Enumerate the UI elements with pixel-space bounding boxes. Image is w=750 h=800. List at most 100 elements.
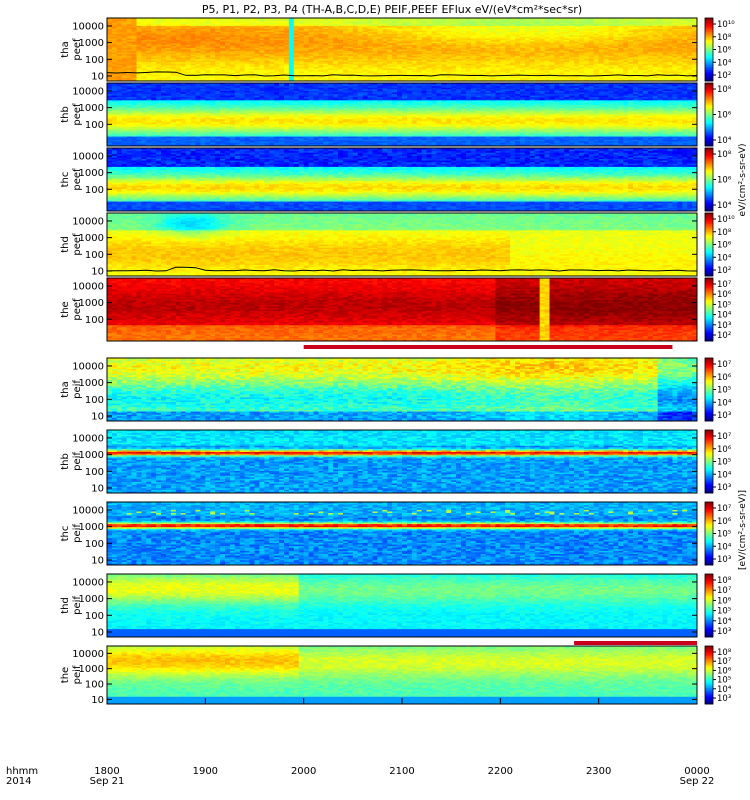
colorbar-tick-label: 10⁵ (717, 458, 731, 468)
y-tick-label: 100 (85, 395, 104, 406)
time-tick-date: Sep 21 (90, 776, 125, 787)
colorbar-tick-label: 10⁸ (717, 576, 732, 586)
colorbar-tick-label: 10⁷ (717, 280, 732, 290)
panel-label-quantity: peif (72, 524, 83, 543)
time-tick-label: 2300 (586, 766, 611, 777)
y-tick-label: 10 (91, 266, 104, 277)
colorbar-tick-label: 10³ (717, 321, 731, 331)
panel-label-probe: thd (60, 597, 71, 614)
y-tick-label: 10000 (72, 649, 104, 660)
colorbar-tick-label: 10⁸ (717, 85, 732, 95)
colorbar-tick-label: 10² (717, 331, 731, 341)
flag-bar (304, 345, 673, 349)
y-tick-label: 10000 (72, 361, 104, 372)
colorbar-tick-label: 10⁴ (717, 136, 732, 146)
colorbar-tick-label: 10⁴ (717, 617, 732, 627)
spectrogram-cells (107, 83, 697, 146)
colorbar-tick-label: 10⁶ (717, 241, 732, 251)
colorbar-tick-label: 10⁵ (717, 607, 731, 617)
spectrogram-cells (107, 646, 697, 704)
panel-label-quantity: peef (72, 168, 83, 191)
panel-label-probe: thb (60, 453, 71, 470)
y-tick-label: 100 (85, 55, 104, 66)
spectrogram-cells (107, 430, 697, 493)
panel-label-quantity: peif (72, 596, 83, 615)
y-tick-label: 10000 (72, 281, 104, 292)
colorbar-tick-label: 10⁸ (717, 228, 732, 238)
y-tick-label: 10000 (72, 151, 104, 162)
panel-label-probe: the (60, 301, 71, 317)
panel-label-quantity: peif (72, 665, 83, 684)
colorbar-tick-label: 10⁵ (717, 386, 731, 396)
colorbar-tick-label: 10³ (717, 627, 731, 637)
y-tick-label: 10 (91, 555, 104, 566)
panel-label-probe: thc (60, 526, 71, 542)
panel-label-probe: thb (60, 106, 71, 123)
panel-label-quantity: peef (72, 38, 83, 61)
colorbar-tick-label: 10³ (717, 555, 731, 565)
colorbar-tick-label: 10¹⁰ (717, 215, 735, 225)
colorbar-axis-label-ion: [eV/(cm²-s-sr-eV)] (738, 490, 748, 570)
colorbar-tick-label: 10⁶ (717, 176, 732, 186)
spectrogram-cells (107, 18, 697, 81)
y-tick-label: 100 (85, 611, 104, 622)
spectrogram-cells (107, 278, 697, 341)
colorbar-tick-label: 10⁷ (717, 657, 732, 667)
colorbar-tick-label: 10⁷ (717, 586, 732, 596)
spectrogram-cells (107, 358, 697, 421)
colorbar-tick-label: 10² (717, 71, 731, 81)
flag-bar (574, 641, 697, 645)
panel-label-quantity: peef (72, 233, 83, 256)
y-tick-label: 100 (85, 250, 104, 261)
colorbar-tick-label: 10⁵ (717, 530, 731, 540)
y-tick-label: 10000 (72, 505, 104, 516)
colorbar-tick-label: 10⁶ (717, 445, 732, 455)
colorbar-tick-label: 10⁷ (717, 504, 732, 514)
colorbar-tick-label: 10⁵ (717, 676, 731, 686)
y-tick-label: 10 (91, 627, 104, 638)
colorbar-tick-label: 10⁶ (717, 290, 732, 300)
y-tick-label: 100 (85, 539, 104, 550)
y-tick-label: 10000 (72, 86, 104, 97)
colorbar-tick-label: 10⁶ (717, 666, 732, 676)
colorbar-tick-label: 10³ (717, 483, 731, 493)
panel-label-probe: tha (60, 41, 71, 57)
colorbar-tick-label: 10⁴ (717, 470, 732, 480)
y-tick-label: 10 (91, 483, 104, 494)
time-tick-date: Sep 22 (680, 776, 715, 787)
colorbar-tick-label: 10⁶ (717, 373, 732, 383)
panel-label-quantity: peif (72, 452, 83, 471)
colorbar-tick-label: 10⁴ (717, 685, 732, 695)
colorbar-tick-label: 10⁶ (717, 46, 732, 56)
colorbar-tick-label: 10⁷ (717, 360, 732, 370)
colorbar-tick-label: 10⁵ (717, 300, 731, 310)
y-tick-label: 10000 (72, 433, 104, 444)
colorbar-tick-label: 10⁸ (717, 648, 732, 658)
y-tick-label: 10 (91, 71, 104, 82)
colorbar-tick-label: 10⁶ (717, 517, 732, 527)
y-tick-label: 100 (85, 315, 104, 326)
y-tick-label: 10 (91, 695, 104, 706)
colorbar-tick-label: 10⁷ (717, 432, 732, 442)
colorbar: 10⁴ 10⁶ 10⁸ (705, 83, 732, 146)
colorbar-tick-label: 10⁴ (717, 542, 732, 552)
y-tick-label: 10 (91, 411, 104, 422)
panel-label-quantity: peef (72, 103, 83, 126)
colorbar-tick-label: 10⁶ (717, 111, 732, 121)
colorbar-tick-label: 10² (717, 266, 731, 276)
panel-label-probe: thd (60, 236, 71, 253)
y-tick-label: 10000 (72, 216, 104, 227)
spectrogram-cells (107, 148, 697, 211)
